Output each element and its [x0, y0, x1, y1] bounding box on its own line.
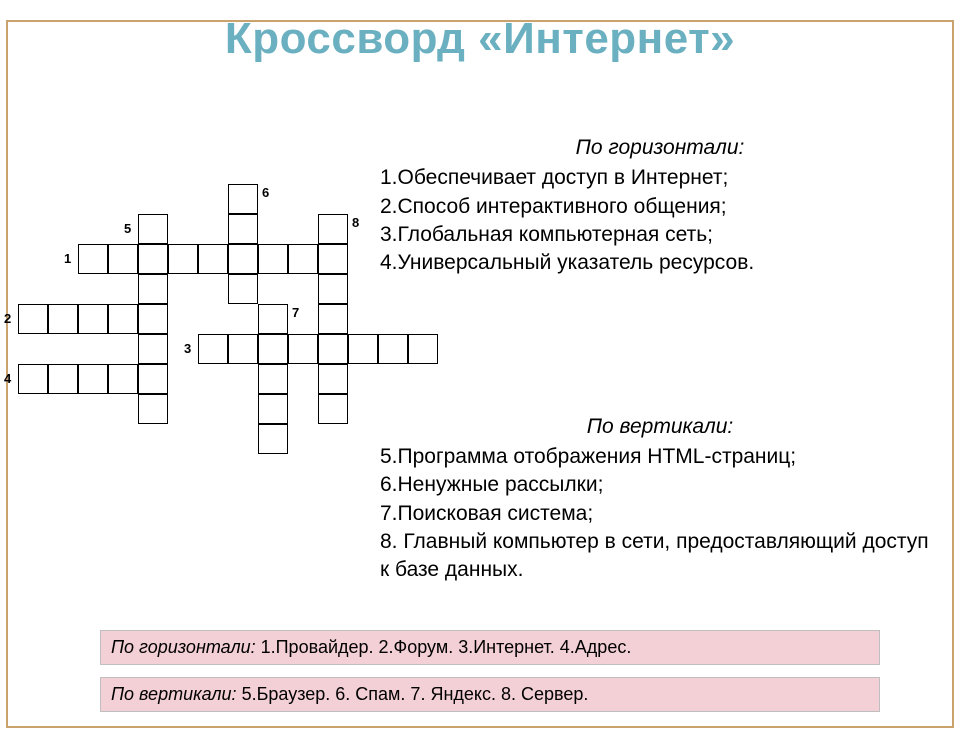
crossword-number-label: 6 [262, 186, 269, 199]
crossword-cell [228, 214, 258, 244]
down-clue: 8. Главный компьютер в сети, предоставля… [380, 528, 940, 585]
answers-across-label: По горизонтали: [111, 637, 256, 657]
across-clue: 2.Способ интерактивного общения; [380, 193, 940, 221]
across-clue: 4.Универсальный указатель ресурсов. [380, 249, 940, 277]
crossword-number-label: 7 [292, 306, 299, 319]
crossword-cell [318, 274, 348, 304]
crossword-cell [18, 304, 48, 334]
down-clue: 5.Программа отображения HTML-страниц; [380, 443, 940, 471]
crossword-cell [198, 334, 228, 364]
crossword-cell [18, 364, 48, 394]
across-clue: 3.Глобальная компьютерная сеть; [380, 221, 940, 249]
down-section: По вертикали: 5.Программа отображения HT… [380, 413, 940, 585]
crossword-cell [138, 334, 168, 364]
crossword-cell [78, 244, 108, 274]
crossword-cell [48, 304, 78, 334]
crossword-number-label: 5 [124, 222, 131, 235]
crossword-cell [258, 424, 288, 454]
crossword-cell [318, 364, 348, 394]
crossword-cell [288, 244, 318, 274]
crossword-cell [138, 244, 168, 274]
down-clue: 7.Поисковая система; [380, 500, 940, 528]
crossword-cell [48, 364, 78, 394]
answers-down-label: По вертикали: [111, 684, 237, 704]
crossword-cell [228, 334, 258, 364]
crossword-cell [108, 304, 138, 334]
crossword-cell [138, 214, 168, 244]
crossword-number-label: 8 [352, 216, 359, 229]
crossword-cell [318, 244, 348, 274]
down-clue: 6.Ненужные рассылки; [380, 471, 940, 499]
page-title: Кроссворд «Интернет» [0, 14, 960, 64]
across-section: По горизонтали: [380, 134, 940, 162]
crossword-cell [168, 244, 198, 274]
crossword-cell [228, 274, 258, 304]
crossword-cell [138, 304, 168, 334]
crossword-number-label: 2 [4, 312, 11, 325]
crossword-cell [78, 364, 108, 394]
crossword-cell [108, 364, 138, 394]
crossword-cell [108, 244, 138, 274]
crossword-cell [258, 364, 288, 394]
crossword-cell [138, 274, 168, 304]
crossword-cell [258, 334, 288, 364]
across-clue: 1.Обеспечивает доступ в Интернет; [380, 164, 940, 192]
crossword-cell [138, 394, 168, 424]
crossword-cell [288, 334, 318, 364]
crossword-cell [348, 334, 378, 364]
answers-across: По горизонтали: 1.Провайдер. 2.Форум. 3.… [100, 630, 880, 665]
down-head: По вертикали: [587, 415, 733, 438]
answers-across-text: 1.Провайдер. 2.Форум. 3.Интернет. 4.Адре… [256, 637, 632, 657]
crossword-cell [258, 304, 288, 334]
crossword-cell [198, 244, 228, 274]
crossword-number-label: 3 [184, 342, 191, 355]
crossword-cell [318, 214, 348, 244]
crossword-number-label: 4 [4, 372, 11, 385]
crossword-cell [258, 394, 288, 424]
answers-down-text: 5.Браузер. 6. Спам. 7. Яндекс. 8. Сервер… [237, 684, 589, 704]
crossword-cell [318, 334, 348, 364]
across-head: По горизонтали: [576, 136, 745, 159]
crossword-cell [318, 394, 348, 424]
crossword-cell [78, 304, 108, 334]
answers-block: По горизонтали: 1.Провайдер. 2.Форум. 3.… [100, 618, 880, 712]
crossword-cell [258, 244, 288, 274]
crossword-cell [318, 304, 348, 334]
crossword-number-label: 1 [64, 252, 71, 265]
answers-down: По вертикали: 5.Браузер. 6. Спам. 7. Янд… [100, 677, 880, 712]
clues-block: По горизонтали: 1.Обеспечивает доступ в … [380, 134, 940, 585]
crossword-cell [138, 364, 168, 394]
crossword-cell [228, 184, 258, 214]
crossword-cell [228, 244, 258, 274]
